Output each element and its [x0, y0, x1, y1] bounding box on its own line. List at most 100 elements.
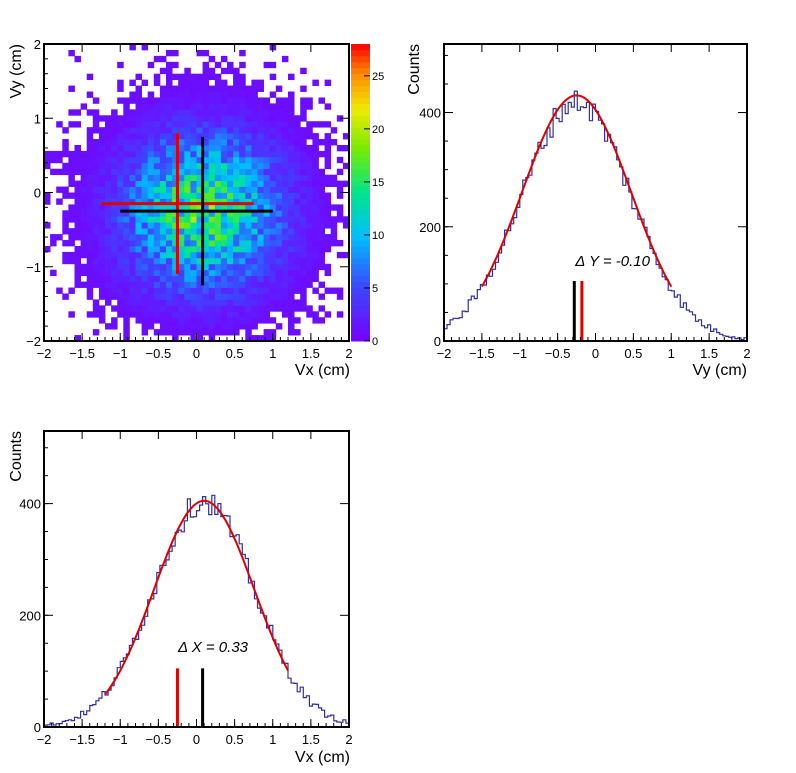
heatmap-cell	[141, 139, 149, 146]
heatmap-cell	[159, 168, 167, 176]
heatmap-cell	[275, 133, 283, 140]
heatmap-cell	[74, 55, 81, 63]
heatmap-cell	[202, 186, 210, 193]
heatmap-cell	[166, 186, 173, 193]
heatmap-cell	[306, 198, 313, 205]
heatmap-cell	[263, 287, 271, 294]
heatmap-cell	[336, 204, 344, 211]
heatmap-cell	[330, 174, 338, 182]
heatmap-cell	[159, 251, 167, 259]
heatmap-cell	[86, 275, 94, 282]
heatmap-cell	[214, 133, 222, 140]
heatmap-cell	[263, 198, 271, 205]
heatmap-cell	[336, 240, 344, 247]
heatmap-cell	[98, 204, 106, 211]
heatmap-cell	[300, 228, 307, 235]
heatmap-cell	[166, 180, 173, 187]
heatmap-cell	[135, 133, 142, 140]
heatmap-cell	[245, 162, 252, 170]
heatmap-cell	[135, 204, 142, 211]
heatmap-cell	[172, 323, 179, 330]
heatmap-cell	[178, 91, 185, 98]
heatmap-cell	[269, 299, 277, 306]
heatmap-cell	[269, 144, 277, 152]
heatmap-cell	[178, 275, 185, 282]
heatmap-cell	[275, 263, 283, 271]
vx-histogram-plot	[43, 494, 350, 727]
heatmap-cell	[300, 174, 307, 182]
heatmap-cell	[92, 156, 100, 164]
heatmap-cell	[184, 180, 191, 187]
heatmap-cell	[257, 127, 264, 134]
heatmap-cell	[251, 174, 258, 182]
heatmap-cell	[196, 139, 203, 146]
heatmap-cell	[281, 251, 289, 259]
heatmap-cell	[208, 156, 216, 164]
heatmap-cell	[220, 97, 228, 104]
heatmap-cell	[324, 222, 332, 229]
heatmap-cell	[257, 216, 264, 223]
heatmap-cell	[117, 162, 124, 170]
x-tick-label: −2	[37, 346, 52, 361]
heatmap-cell	[336, 287, 344, 294]
heatmap-cell	[184, 311, 191, 318]
heatmap-cell	[324, 311, 332, 318]
heatmap-cell	[86, 222, 94, 229]
heatmap-cell	[184, 204, 191, 211]
heatmap-cell	[184, 186, 191, 193]
heatmap-cell	[233, 79, 240, 86]
heatmap-cell	[196, 186, 203, 193]
heatmap-cell	[208, 216, 216, 223]
heatmap-cell	[86, 228, 94, 235]
heatmap-cell	[172, 139, 179, 146]
heatmap-cell	[80, 186, 88, 193]
heatmap-cell	[288, 293, 295, 300]
heatmap-cell	[105, 281, 112, 288]
heatmap-cell	[306, 228, 313, 235]
colorbar-segment	[351, 127, 370, 134]
x-tick-label: 0	[592, 346, 599, 361]
heatmap-cell	[178, 263, 185, 271]
heatmap-cell	[269, 91, 277, 98]
heatmap-cell	[257, 257, 264, 265]
heatmap-cell	[190, 299, 197, 306]
heatmap-cell	[196, 109, 203, 116]
heatmap-cell	[233, 216, 240, 223]
heatmap-cell	[117, 150, 124, 158]
heatmap-cell	[294, 299, 301, 306]
heatmap-cell	[208, 251, 216, 259]
heatmap-cell	[123, 133, 130, 140]
heatmap-cell	[251, 305, 258, 312]
heatmap-cell	[245, 234, 252, 241]
heatmap-cell	[153, 150, 161, 158]
heatmap-cell	[117, 79, 124, 86]
heatmap-cell	[306, 275, 313, 282]
heatmap-cell	[233, 174, 240, 182]
heatmap-cell	[80, 150, 88, 158]
heatmap-cell	[166, 216, 173, 223]
heatmap-cell	[288, 269, 295, 277]
heatmap-cell	[86, 186, 94, 193]
heatmap-cell	[74, 281, 81, 288]
colorbar-segment	[351, 245, 370, 253]
heatmap-cell	[111, 109, 118, 116]
heatmap-cell	[324, 210, 332, 217]
heatmap-cell	[153, 186, 161, 193]
heatmap-cell	[153, 97, 161, 104]
heatmap-cell	[251, 162, 258, 170]
heatmap-cell	[190, 115, 197, 122]
heatmap-cell	[288, 263, 295, 271]
heatmap-cell	[245, 168, 252, 176]
heatmap-cell	[312, 251, 319, 259]
heatmap-cell	[233, 245, 240, 253]
heatmap-cell	[68, 109, 75, 116]
heatmap-cell	[227, 91, 234, 98]
heatmap-cell	[80, 180, 88, 187]
heatmap-cell	[318, 281, 325, 288]
heatmap-cell	[92, 311, 100, 318]
heatmap-cell	[275, 245, 283, 253]
heatmap-cell	[105, 127, 112, 134]
heatmap-cell	[196, 91, 203, 98]
heatmap-cell	[294, 127, 301, 134]
heatmap-cell	[105, 204, 112, 211]
